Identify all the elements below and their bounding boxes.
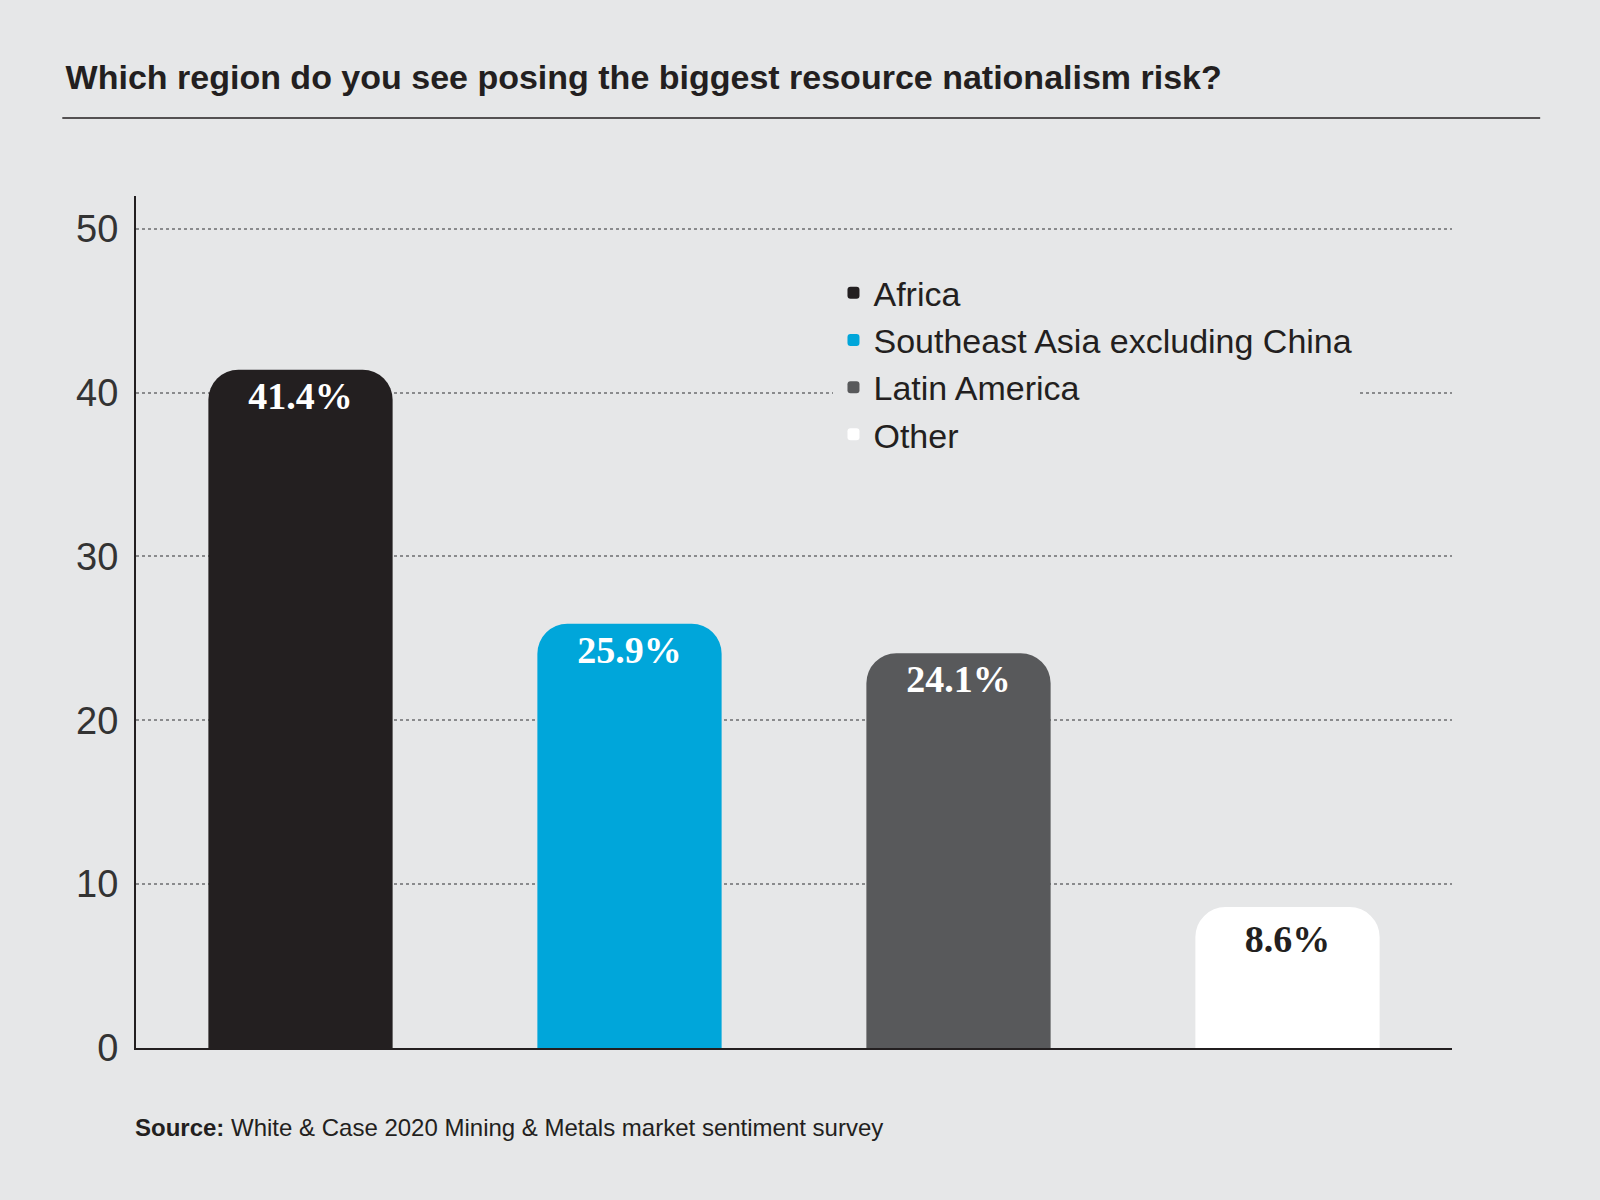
svg-text:40: 40 (76, 372, 118, 414)
svg-text:Latin America: Latin America (873, 369, 1079, 407)
svg-text:Other: Other (873, 417, 958, 455)
svg-text:30: 30 (76, 536, 118, 578)
svg-text:10: 10 (76, 863, 118, 905)
svg-text:Southeast Asia excluding China: Southeast Asia excluding China (873, 322, 1351, 360)
svg-text:20: 20 (76, 700, 118, 742)
svg-text:24.1%: 24.1% (906, 658, 1011, 700)
svg-text:0: 0 (97, 1027, 118, 1069)
svg-text:Source: White & Case 2020 Mini: Source: White & Case 2020 Mining & Metal… (135, 1114, 883, 1141)
svg-text:50: 50 (76, 208, 118, 250)
svg-text:25.9%: 25.9% (577, 629, 682, 671)
svg-text:8.6%: 8.6% (1245, 918, 1331, 960)
svg-text:Which region do you see posing: Which region do you see posing the bigge… (66, 58, 1222, 96)
svg-text:Africa: Africa (873, 275, 960, 313)
svg-text:41.4%: 41.4% (248, 375, 353, 417)
